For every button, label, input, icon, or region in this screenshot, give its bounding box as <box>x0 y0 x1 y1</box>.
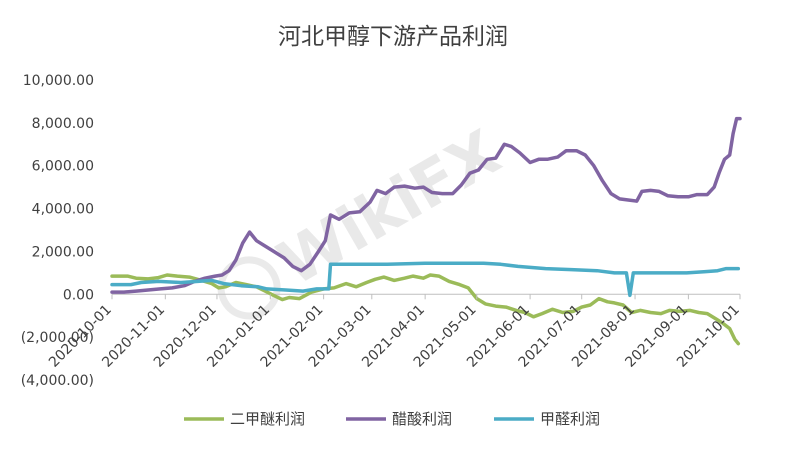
y-axis-ticks: 10,000.00 8,000.00 6,000.00 4,000.00 2,000.0… <box>21 73 94 389</box>
y-tick-label: 10,000.00 <box>23 73 94 89</box>
y-tick-label: (4,000.00) <box>21 373 94 389</box>
chart-title: 河北甲醇下游产品利润 <box>278 24 508 50</box>
y-tick-label: 2,000.00 <box>32 244 94 260</box>
legend-label: 二甲醚利润 <box>230 410 305 428</box>
y-tick-label: 8,000.00 <box>32 116 94 132</box>
series-line <box>110 116 742 294</box>
y-tick-label: (2,000.00) <box>21 330 94 346</box>
legend-label: 醋酸利润 <box>392 410 452 428</box>
y-tick-label: 0.00 <box>63 287 94 303</box>
legend-label: 甲醛利润 <box>540 410 600 428</box>
y-tick-label: 6,000.00 <box>32 159 94 175</box>
y-tick-label: 4,000.00 <box>32 202 94 218</box>
legend: 二甲醚利润 醋酸利润 甲醛利润 <box>184 410 600 428</box>
series-line <box>110 273 741 346</box>
series-line <box>110 261 741 298</box>
